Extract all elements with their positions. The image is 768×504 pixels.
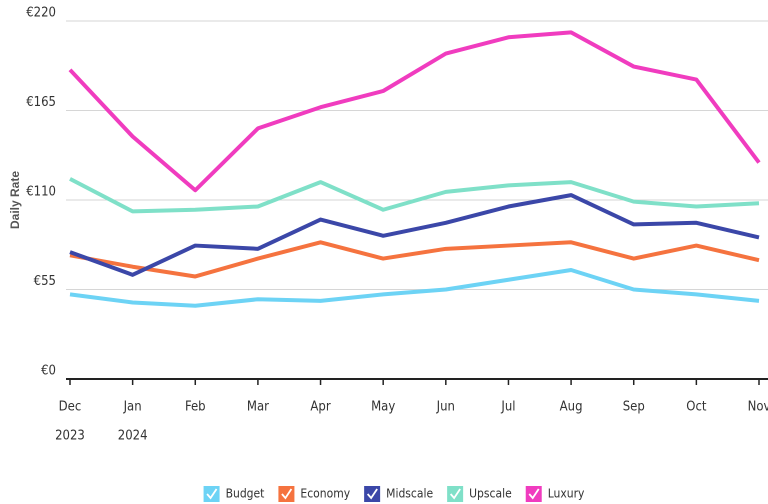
check-mark [206, 488, 218, 500]
legend-item[interactable]: Luxury [525, 486, 585, 502]
legend-label: Luxury [548, 487, 585, 501]
check-mark [528, 488, 540, 500]
y-tick-label: €220 [26, 6, 56, 21]
y-tick-label: €55 [34, 274, 56, 289]
x-tick-label: Oct [686, 400, 707, 415]
check-mark [449, 488, 461, 500]
series-line [69, 267, 760, 308]
legend-item[interactable]: Economy [278, 486, 351, 502]
x-tick-label: Jan [123, 400, 142, 415]
legend-label: Budget [226, 487, 265, 501]
legend-label: Economy [300, 487, 350, 501]
x-tick-year: 2024 [118, 429, 148, 444]
legend-label: Midscale [386, 487, 433, 501]
y-tick-label: €165 [26, 95, 56, 110]
y-tick-label: €0 [41, 364, 56, 379]
check-mark [281, 488, 293, 500]
x-tick-label: Jun [436, 400, 455, 415]
legend-label: Upscale [469, 487, 512, 501]
legend-item[interactable]: Budget [203, 486, 265, 502]
x-tick-label: May [371, 400, 395, 415]
series-line [68, 30, 761, 193]
x-tick-year: 2023 [55, 429, 85, 444]
x-tick-label: Aug [560, 400, 583, 415]
x-tick-label: Feb [185, 400, 206, 415]
check-mark [366, 488, 378, 500]
x-tick-label: Mar [247, 400, 269, 415]
x-tick-label: Jul [500, 400, 515, 415]
y-tick-label: €110 [26, 185, 56, 200]
y-axis-label: Daily Rate [8, 171, 22, 229]
series-line [69, 177, 760, 214]
legend: Budget Economy Midscale Upscale Luxury [203, 486, 585, 502]
legend-checkbox[interactable] [364, 486, 381, 502]
series-line [69, 240, 760, 279]
series-line [69, 193, 760, 277]
legend-checkbox[interactable] [278, 486, 295, 502]
x-tick-label: Sep [623, 400, 645, 415]
x-tick-label: Nov [748, 400, 768, 415]
x-tick-label: Dec [59, 400, 82, 415]
legend-item[interactable]: Upscale [447, 486, 512, 502]
legend-checkbox[interactable] [203, 486, 220, 502]
legend-checkbox[interactable] [447, 486, 464, 502]
legend-item[interactable]: Midscale [364, 486, 433, 502]
legend-checkbox[interactable] [525, 486, 542, 502]
x-tick-label: Apr [310, 400, 330, 415]
